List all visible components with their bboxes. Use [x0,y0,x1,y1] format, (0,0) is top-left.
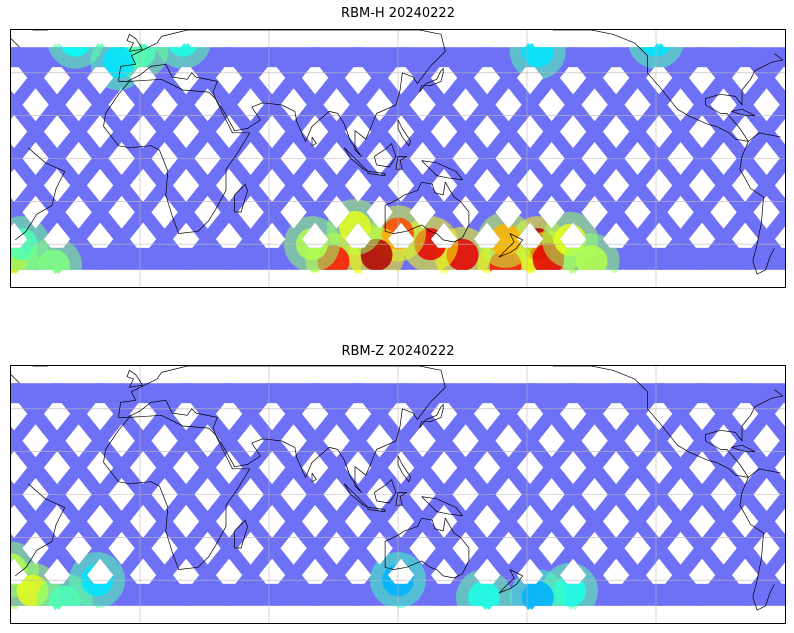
coast-north-america [11,366,784,478]
coast-cuba [731,444,756,453]
coast-new-zealand [498,233,524,258]
coast-borneo [374,143,397,168]
swath-track-descending [693,151,785,270]
coast-java [367,507,386,512]
hotspot-core [521,35,554,68]
coast-north-america [11,30,784,142]
coast-africa [103,78,251,234]
hotspot-core [59,30,92,57]
coast-borneo [374,479,397,504]
coast-java [367,171,386,176]
coast-sri-lanka [311,472,317,483]
map-frame [10,29,786,288]
hotspot-core [468,581,500,614]
swath-track-ascending [736,47,785,112]
hotspot-core [521,581,554,614]
coastlines [11,30,784,275]
coast-cuba [731,108,756,117]
map-canvas [11,366,785,623]
hotspot-core [38,249,70,282]
swath-track-descending [693,487,785,606]
coast-japan [419,68,444,93]
coast-uk [126,33,143,52]
coast-japan [419,404,444,429]
coast-new-guinea [421,160,463,181]
coast-sumatra [343,147,369,172]
coast-sulawesi [395,492,407,506]
coast-madagascar [234,183,248,213]
panel-title: RBM-H 20240222 [341,6,455,21]
coast-south-america [15,468,781,611]
hotspot-core [489,223,522,256]
coast-australia [384,181,470,243]
coast-sulawesi [395,156,407,170]
coastlines [11,366,784,611]
coast-australia [384,517,470,579]
swath-track-ascending [693,47,785,166]
coast-madagascar [234,519,248,549]
coast-philippines [397,455,412,483]
gridlines [11,366,785,623]
map-frame [10,365,786,624]
coast-sumatra [343,483,369,508]
panel-rbm-h: RBM-H 20240222 [0,0,794,300]
swath-track-descending [11,47,66,120]
swath-track-descending [736,541,785,606]
swath-track-descending [11,383,66,456]
coast-eurasia [118,366,446,493]
coast-uk [126,369,143,388]
map-canvas [11,30,785,287]
coast-africa [103,414,251,570]
hotspot-core [167,30,199,57]
swath-track-descending [736,205,785,270]
panel-title: RBM-Z 20240222 [341,344,455,359]
coast-south-america [15,132,781,275]
hotspot-core [339,211,371,244]
swath-track-ascending [736,383,785,448]
coast-new-zealand [498,569,524,594]
coast-sri-lanka [311,136,317,147]
coast-philippines [397,119,412,147]
hotspot-core [575,245,608,278]
coast-new-guinea [421,496,463,517]
coast-eurasia [118,30,446,157]
hotspot-layer [11,541,598,623]
panel-rbm-z: RBM-Z 20240222 [0,336,794,633]
hotspot-core [102,46,135,79]
swath-track-ascending [693,383,785,502]
